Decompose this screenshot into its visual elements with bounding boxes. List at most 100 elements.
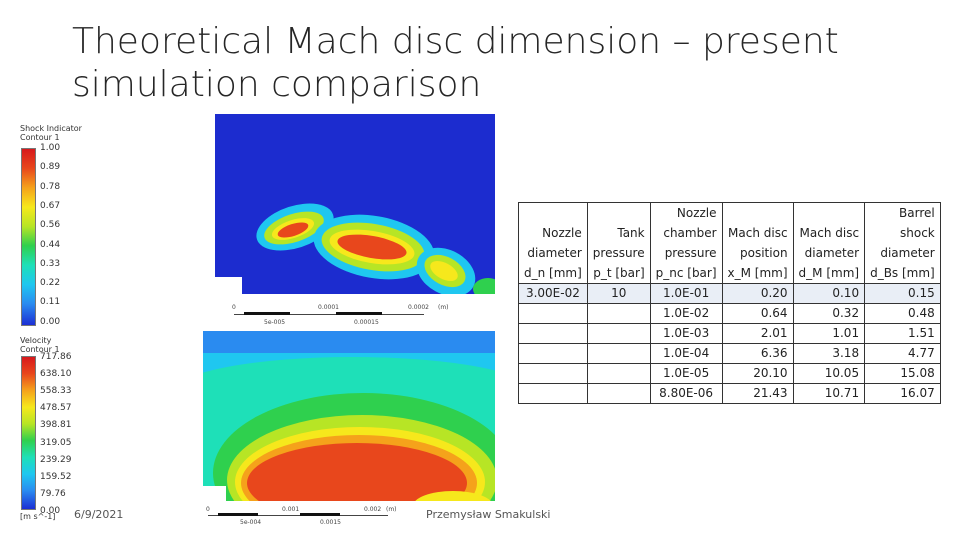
table-cell: 15.08 bbox=[864, 363, 941, 384]
table-row: 1.0E-05 20.10 10.05 15.08 bbox=[518, 363, 941, 384]
shock-legend-tick-label: 0.56 bbox=[40, 220, 61, 231]
table-cell: 1.0E-05 bbox=[649, 363, 723, 384]
nozzle-wall-bottom bbox=[190, 486, 226, 502]
table-row: 1.0E-02 0.64 0.32 0.48 bbox=[518, 303, 941, 324]
shock-legend-tick-label: 1.00 bbox=[40, 143, 61, 153]
scale-top-unit: (m) bbox=[438, 304, 449, 311]
scale-top-t0: 0 bbox=[232, 304, 236, 311]
table-cell: 2.01 bbox=[721, 323, 794, 344]
table-header-cell: Mach disc position x_M [mm] bbox=[721, 202, 794, 284]
table-cell: 3.00E-02 bbox=[518, 283, 588, 304]
table-row: 8.80E-06 21.43 10.71 16.07 bbox=[518, 383, 941, 404]
table-cell: 3.18 bbox=[792, 343, 866, 364]
table-cell: 1.51 bbox=[864, 323, 941, 344]
table-cell bbox=[586, 383, 651, 404]
shock-colorbar bbox=[21, 148, 36, 326]
velocity-legend-tick-label: 159.52 bbox=[40, 471, 72, 482]
scale-bottom-unit: (m) bbox=[386, 506, 397, 513]
table-cell: 0.15 bbox=[864, 283, 941, 304]
velocity-legend-tick-label: 79.76 bbox=[40, 488, 66, 499]
velocity-legend-tick-label: 398.81 bbox=[40, 420, 72, 431]
scale-bottom-bar-2 bbox=[300, 513, 340, 516]
table-cell: 0.32 bbox=[792, 303, 866, 324]
table-cell bbox=[586, 363, 651, 384]
table-cell: 10 bbox=[586, 283, 651, 304]
table-cell: 8.80E-06 bbox=[649, 383, 723, 404]
scale-bottom-t1: 0.001 bbox=[282, 506, 300, 513]
scale-bottom-t0: 0 bbox=[206, 506, 210, 513]
velocity-legend-title: Velocity Contour 1 bbox=[20, 336, 60, 354]
scale-top-line bbox=[234, 314, 424, 315]
table-header-cell: Nozzle chamber pressure p_nc [bar] bbox=[649, 202, 723, 284]
table-cell: 21.43 bbox=[721, 383, 794, 404]
table-cell bbox=[518, 363, 588, 384]
nozzle-wall-top bbox=[202, 277, 242, 297]
velocity-legend-tick-label: 638.10 bbox=[40, 369, 72, 380]
velocity-colorbar bbox=[21, 356, 36, 510]
table-cell bbox=[586, 343, 651, 364]
table-cell: 6.36 bbox=[721, 343, 794, 364]
shock-legend-tick-label: 0.22 bbox=[40, 278, 61, 289]
velocity-legend-tick-label: 717.86 bbox=[40, 352, 72, 362]
velocity-legend-tick-label: 478.57 bbox=[40, 403, 72, 414]
table-cell: 0.48 bbox=[864, 303, 941, 324]
scale-bottom-b1: 5e-004 bbox=[240, 519, 262, 526]
table-cell bbox=[518, 343, 588, 364]
table-cell bbox=[518, 323, 588, 344]
table-row: 1.0E-04 6.36 3.18 4.77 bbox=[518, 343, 941, 364]
table-cell bbox=[518, 383, 588, 404]
table-cell: 1.0E-01 bbox=[649, 283, 723, 304]
footer-author: Przemysław Smakulski bbox=[426, 508, 551, 521]
table-header-cell: Barrel shock diameter d_Bs [mm] bbox=[864, 202, 941, 284]
table-cell bbox=[586, 323, 651, 344]
table-cell: 1.0E-03 bbox=[649, 323, 723, 344]
shock-legend-tick-label: 0.33 bbox=[40, 258, 61, 269]
table-row: 1.0E-03 2.01 1.01 1.51 bbox=[518, 323, 941, 344]
table-cell: 1.01 bbox=[792, 323, 866, 344]
scale-top-bar-2 bbox=[336, 312, 382, 315]
footer-date: 6/9/2021 bbox=[74, 508, 124, 521]
velocity-legend-tick-label: 558.33 bbox=[40, 386, 72, 397]
shock-legend-tick-label: 0.00 bbox=[40, 316, 61, 327]
shock-indicator-contour bbox=[215, 114, 495, 294]
table-cell: 1.0E-04 bbox=[649, 343, 723, 364]
scale-bottom-b2: 0.0015 bbox=[320, 519, 341, 526]
scale-top-b2: 0.00015 bbox=[354, 319, 379, 326]
table-cell bbox=[518, 303, 588, 324]
velocity-legend-tick-label: 239.29 bbox=[40, 454, 72, 465]
table-cell: 0.20 bbox=[721, 283, 794, 304]
table-cell: 1.0E-02 bbox=[649, 303, 723, 324]
shock-legend-tick-label: 0.67 bbox=[40, 200, 61, 211]
table-cell: 20.10 bbox=[721, 363, 794, 384]
shock-legend-title: Shock Indicator Contour 1 bbox=[20, 124, 82, 142]
comparison-table: Nozzle diameter d_n [mm] Tank pressure p_t [b… bbox=[518, 202, 941, 404]
scale-top-bar-1 bbox=[244, 312, 290, 315]
table-header-cell: Mach disc diameter d_M [mm] bbox=[792, 202, 866, 284]
table-row: 3.00E-02 10 1.0E-01 0.20 0.10 0.15 bbox=[518, 283, 941, 304]
scale-top-t1: 0.0001 bbox=[318, 304, 339, 311]
scale-top-t2: 0.0002 bbox=[408, 304, 429, 311]
scale-top-b1: 5e-005 bbox=[264, 319, 286, 326]
velocity-contour bbox=[203, 331, 495, 501]
title-line-1: Theoretical Mach disc dimension – presen… bbox=[72, 21, 839, 62]
table-header-cell: Tank pressure p_t [bar] bbox=[586, 202, 651, 284]
shock-legend-tick-label: 0.44 bbox=[40, 239, 61, 250]
table-cell: 0.64 bbox=[721, 303, 794, 324]
scale-bottom-t2: 0.002 bbox=[364, 506, 382, 513]
table-cell: 10.05 bbox=[792, 363, 866, 384]
title-line-2: simulation comparison bbox=[72, 64, 482, 105]
simulation-figure: Shock Indicator Contour 1 1.00 0.89 0.78 0.… bbox=[18, 112, 538, 527]
slide-title: Theoretical Mach disc dimension – presen… bbox=[72, 20, 892, 106]
velocity-legend-tick-label: 0.00 bbox=[40, 505, 61, 516]
table-cell: 10.71 bbox=[792, 383, 866, 404]
table-cell: 0.10 bbox=[792, 283, 866, 304]
shock-legend-tick-label: 0.78 bbox=[40, 181, 61, 192]
shock-legend-tick-label: 0.11 bbox=[40, 297, 61, 308]
velocity-legend-tick-label: 319.05 bbox=[40, 437, 72, 448]
table-cell bbox=[586, 303, 651, 324]
table-cell: 4.77 bbox=[864, 343, 941, 364]
shock-legend-tick-label: 0.89 bbox=[40, 162, 61, 173]
scale-bottom-line bbox=[208, 515, 388, 516]
table-header-cell: Nozzle diameter d_n [mm] bbox=[518, 202, 588, 284]
scale-bottom-bar-1 bbox=[218, 513, 258, 516]
